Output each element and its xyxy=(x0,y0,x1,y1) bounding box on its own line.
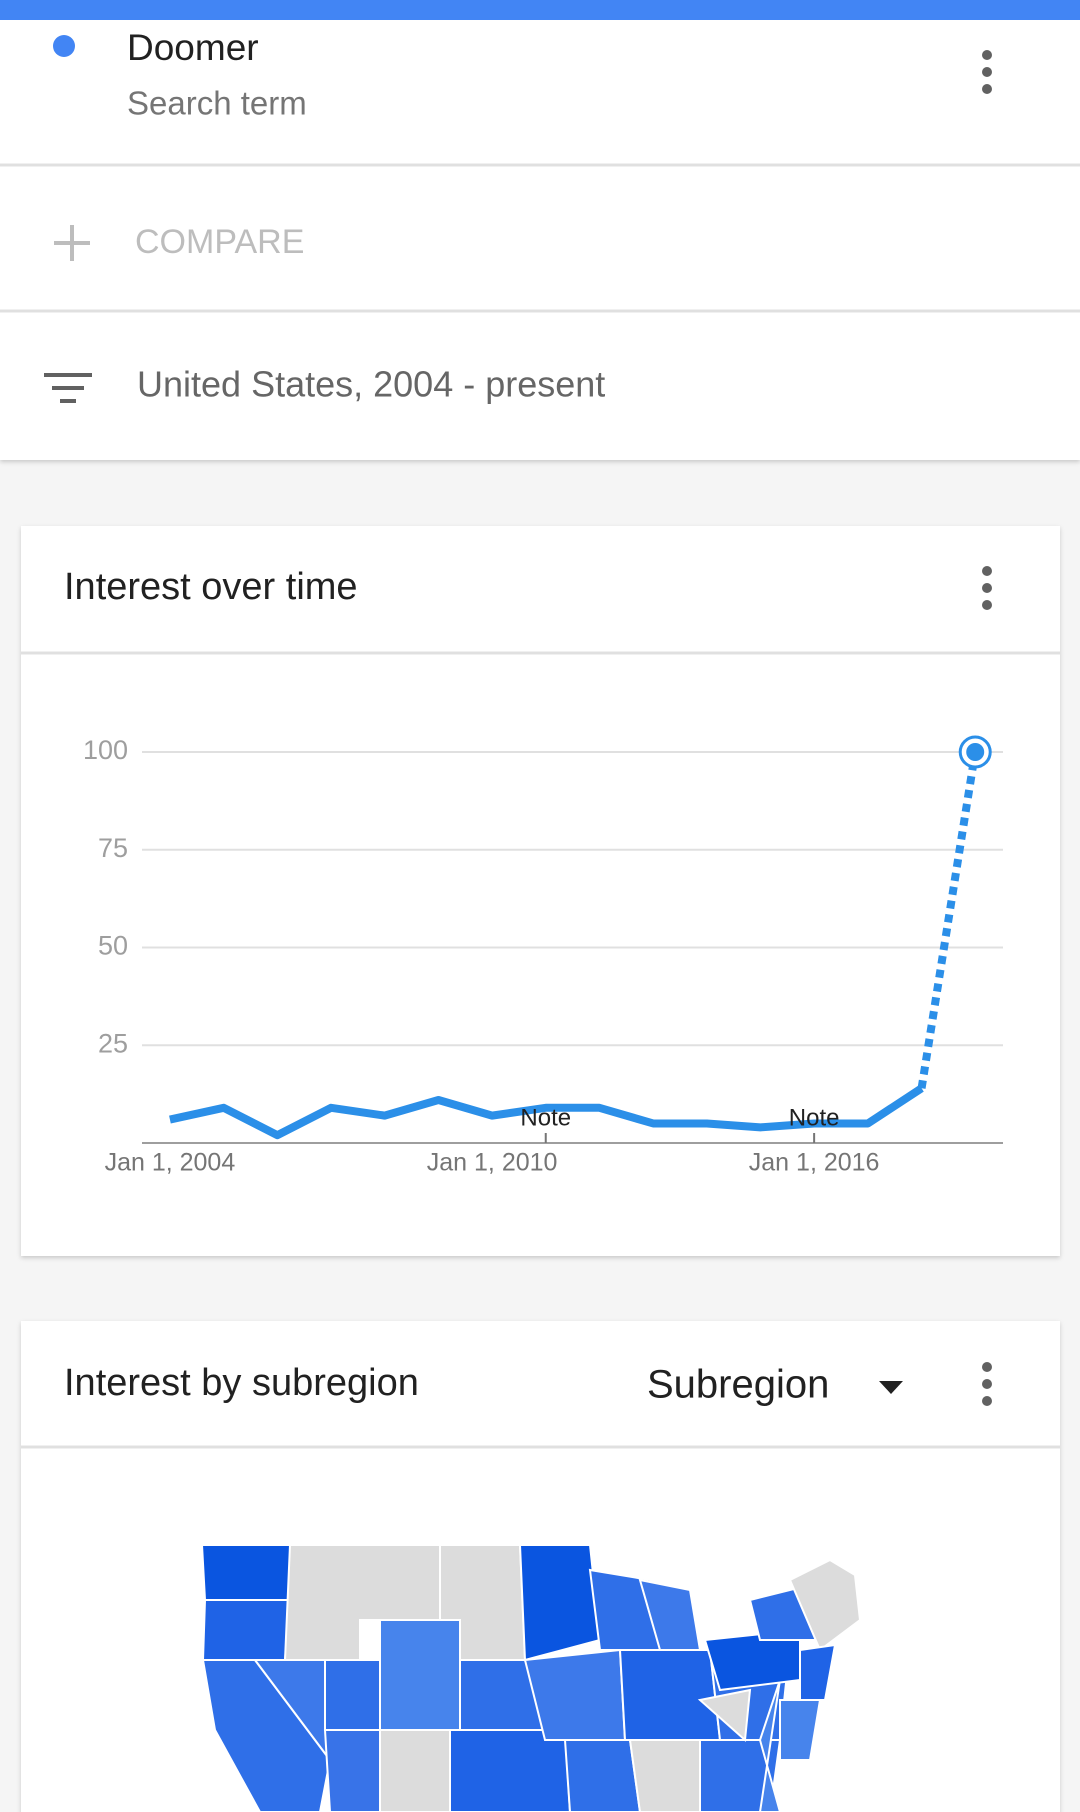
subregion-dropdown[interactable]: Subregion xyxy=(647,1363,903,1407)
card-menu[interactable] xyxy=(982,566,992,610)
y-tick-label: 50 xyxy=(98,931,128,961)
filter-label[interactable]: United States, 2004 - present xyxy=(137,364,605,405)
top-panel xyxy=(0,0,1080,460)
compare-button[interactable]: COMPARE xyxy=(54,223,304,261)
us-map xyxy=(200,1544,862,1812)
card xyxy=(21,526,1060,1256)
compare-label[interactable]: COMPARE xyxy=(135,223,304,261)
annotation: Note xyxy=(520,1104,571,1131)
y-tick-label: 100 xyxy=(83,735,128,765)
term-type: Search term xyxy=(127,85,307,122)
term-dot xyxy=(53,35,75,57)
x-tick-label: Jan 1, 2010 xyxy=(427,1149,558,1177)
card-title: Interest by subregion xyxy=(64,1362,419,1404)
card-menu[interactable] xyxy=(982,1362,992,1406)
annotation: Note xyxy=(789,1104,840,1131)
partial-marker-inner xyxy=(966,743,985,761)
x-tick-label: Jan 1, 2004 xyxy=(105,1149,236,1177)
line-series xyxy=(169,1084,924,1140)
x-tick-label: Jan 1, 2016 xyxy=(749,1149,880,1177)
term: Doomer xyxy=(127,27,259,68)
card-title: Interest over time xyxy=(64,566,358,608)
y-tick-label: 75 xyxy=(98,833,128,863)
top-bar xyxy=(0,0,1080,20)
dropdown-label[interactable]: Subregion xyxy=(647,1363,829,1407)
y-tick-label: 25 xyxy=(98,1028,128,1058)
line-partial xyxy=(917,751,980,1089)
filter-button[interactable]: United States, 2004 - present xyxy=(44,364,605,405)
line-chart: 25 50 75 100 Jan 1, 2004 Jan 1, 2010 Jan 1, 20… xyxy=(83,735,1003,1177)
term-menu[interactable] xyxy=(982,50,992,94)
